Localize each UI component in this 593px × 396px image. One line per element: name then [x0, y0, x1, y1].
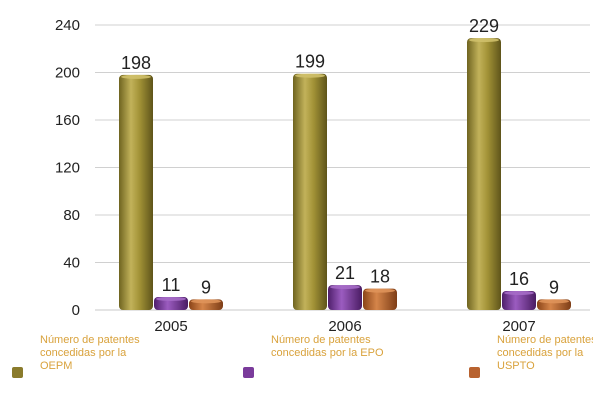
- bar-top: [469, 38, 499, 43]
- x-axis: 2005 2006 2007: [154, 318, 535, 335]
- y-tick-label: 160: [55, 112, 80, 129]
- bar-top: [365, 288, 395, 293]
- bar-top: [156, 296, 186, 301]
- bar-top: [330, 285, 360, 290]
- y-tick-label: 120: [55, 160, 80, 177]
- y-tick-label: 40: [63, 255, 80, 272]
- bar-2007-1: [467, 38, 501, 310]
- bars: 198 11 9 199 21 18 229 16 9: [119, 16, 571, 310]
- data-label: 199: [295, 52, 325, 72]
- bar-2007-2: [502, 291, 536, 310]
- y-tick-label: 240: [55, 17, 80, 34]
- bar-2005-1: [119, 74, 153, 310]
- data-label: 16: [509, 269, 529, 289]
- data-label: 18: [370, 267, 390, 287]
- bar-top: [539, 299, 569, 304]
- bar-top: [121, 74, 151, 79]
- y-axis: 0 40 80 120 160 200 240: [55, 17, 80, 319]
- legend-item-uspto: Número de patentes concedidas por la USP…: [469, 334, 593, 378]
- bar-2006-3: [363, 288, 397, 310]
- bar-2006-2: [328, 285, 362, 310]
- gridlines: [95, 24, 590, 311]
- legend-item-oepm: Número de patentes concedidas por la OEP…: [12, 334, 158, 378]
- bar-top: [504, 291, 534, 295]
- data-label: 9: [549, 277, 559, 297]
- data-label: 229: [469, 16, 499, 36]
- legend-swatch-uspto: [469, 367, 480, 378]
- legend-item-epo: Número de patentes concedidas por la EPO: [243, 334, 389, 378]
- legend-label-uspto: Número de patentes concedidas por la USP…: [497, 334, 593, 372]
- legend-swatch-epo: [243, 367, 254, 378]
- data-label: 198: [121, 53, 151, 73]
- legend-label-epo: Número de patentes concedidas por la EPO: [271, 334, 384, 359]
- y-tick-label: 200: [55, 65, 80, 82]
- bar-top: [191, 299, 221, 304]
- data-label: 9: [201, 277, 211, 297]
- legend-label-oepm: Número de patentes concedidas por la OEP…: [40, 334, 140, 372]
- data-label: 21: [335, 263, 355, 283]
- data-label: 11: [162, 275, 181, 295]
- x-category-label: 2007: [502, 318, 535, 335]
- y-tick-label: 0: [72, 302, 80, 319]
- legend-swatch-oepm: [12, 367, 23, 378]
- x-category-label: 2005: [154, 318, 187, 335]
- x-category-label: 2006: [328, 318, 361, 335]
- bar-top: [295, 73, 325, 78]
- y-tick-label: 80: [63, 207, 80, 224]
- bar-2006-1: [293, 73, 327, 310]
